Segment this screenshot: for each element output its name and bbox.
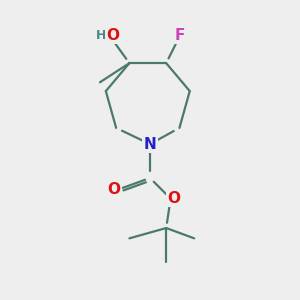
- Text: N: N: [144, 136, 156, 152]
- Text: O: O: [107, 28, 120, 43]
- Text: H: H: [96, 29, 106, 42]
- Text: F: F: [174, 28, 184, 43]
- Text: O: O: [108, 182, 121, 197]
- Text: O: O: [167, 191, 180, 206]
